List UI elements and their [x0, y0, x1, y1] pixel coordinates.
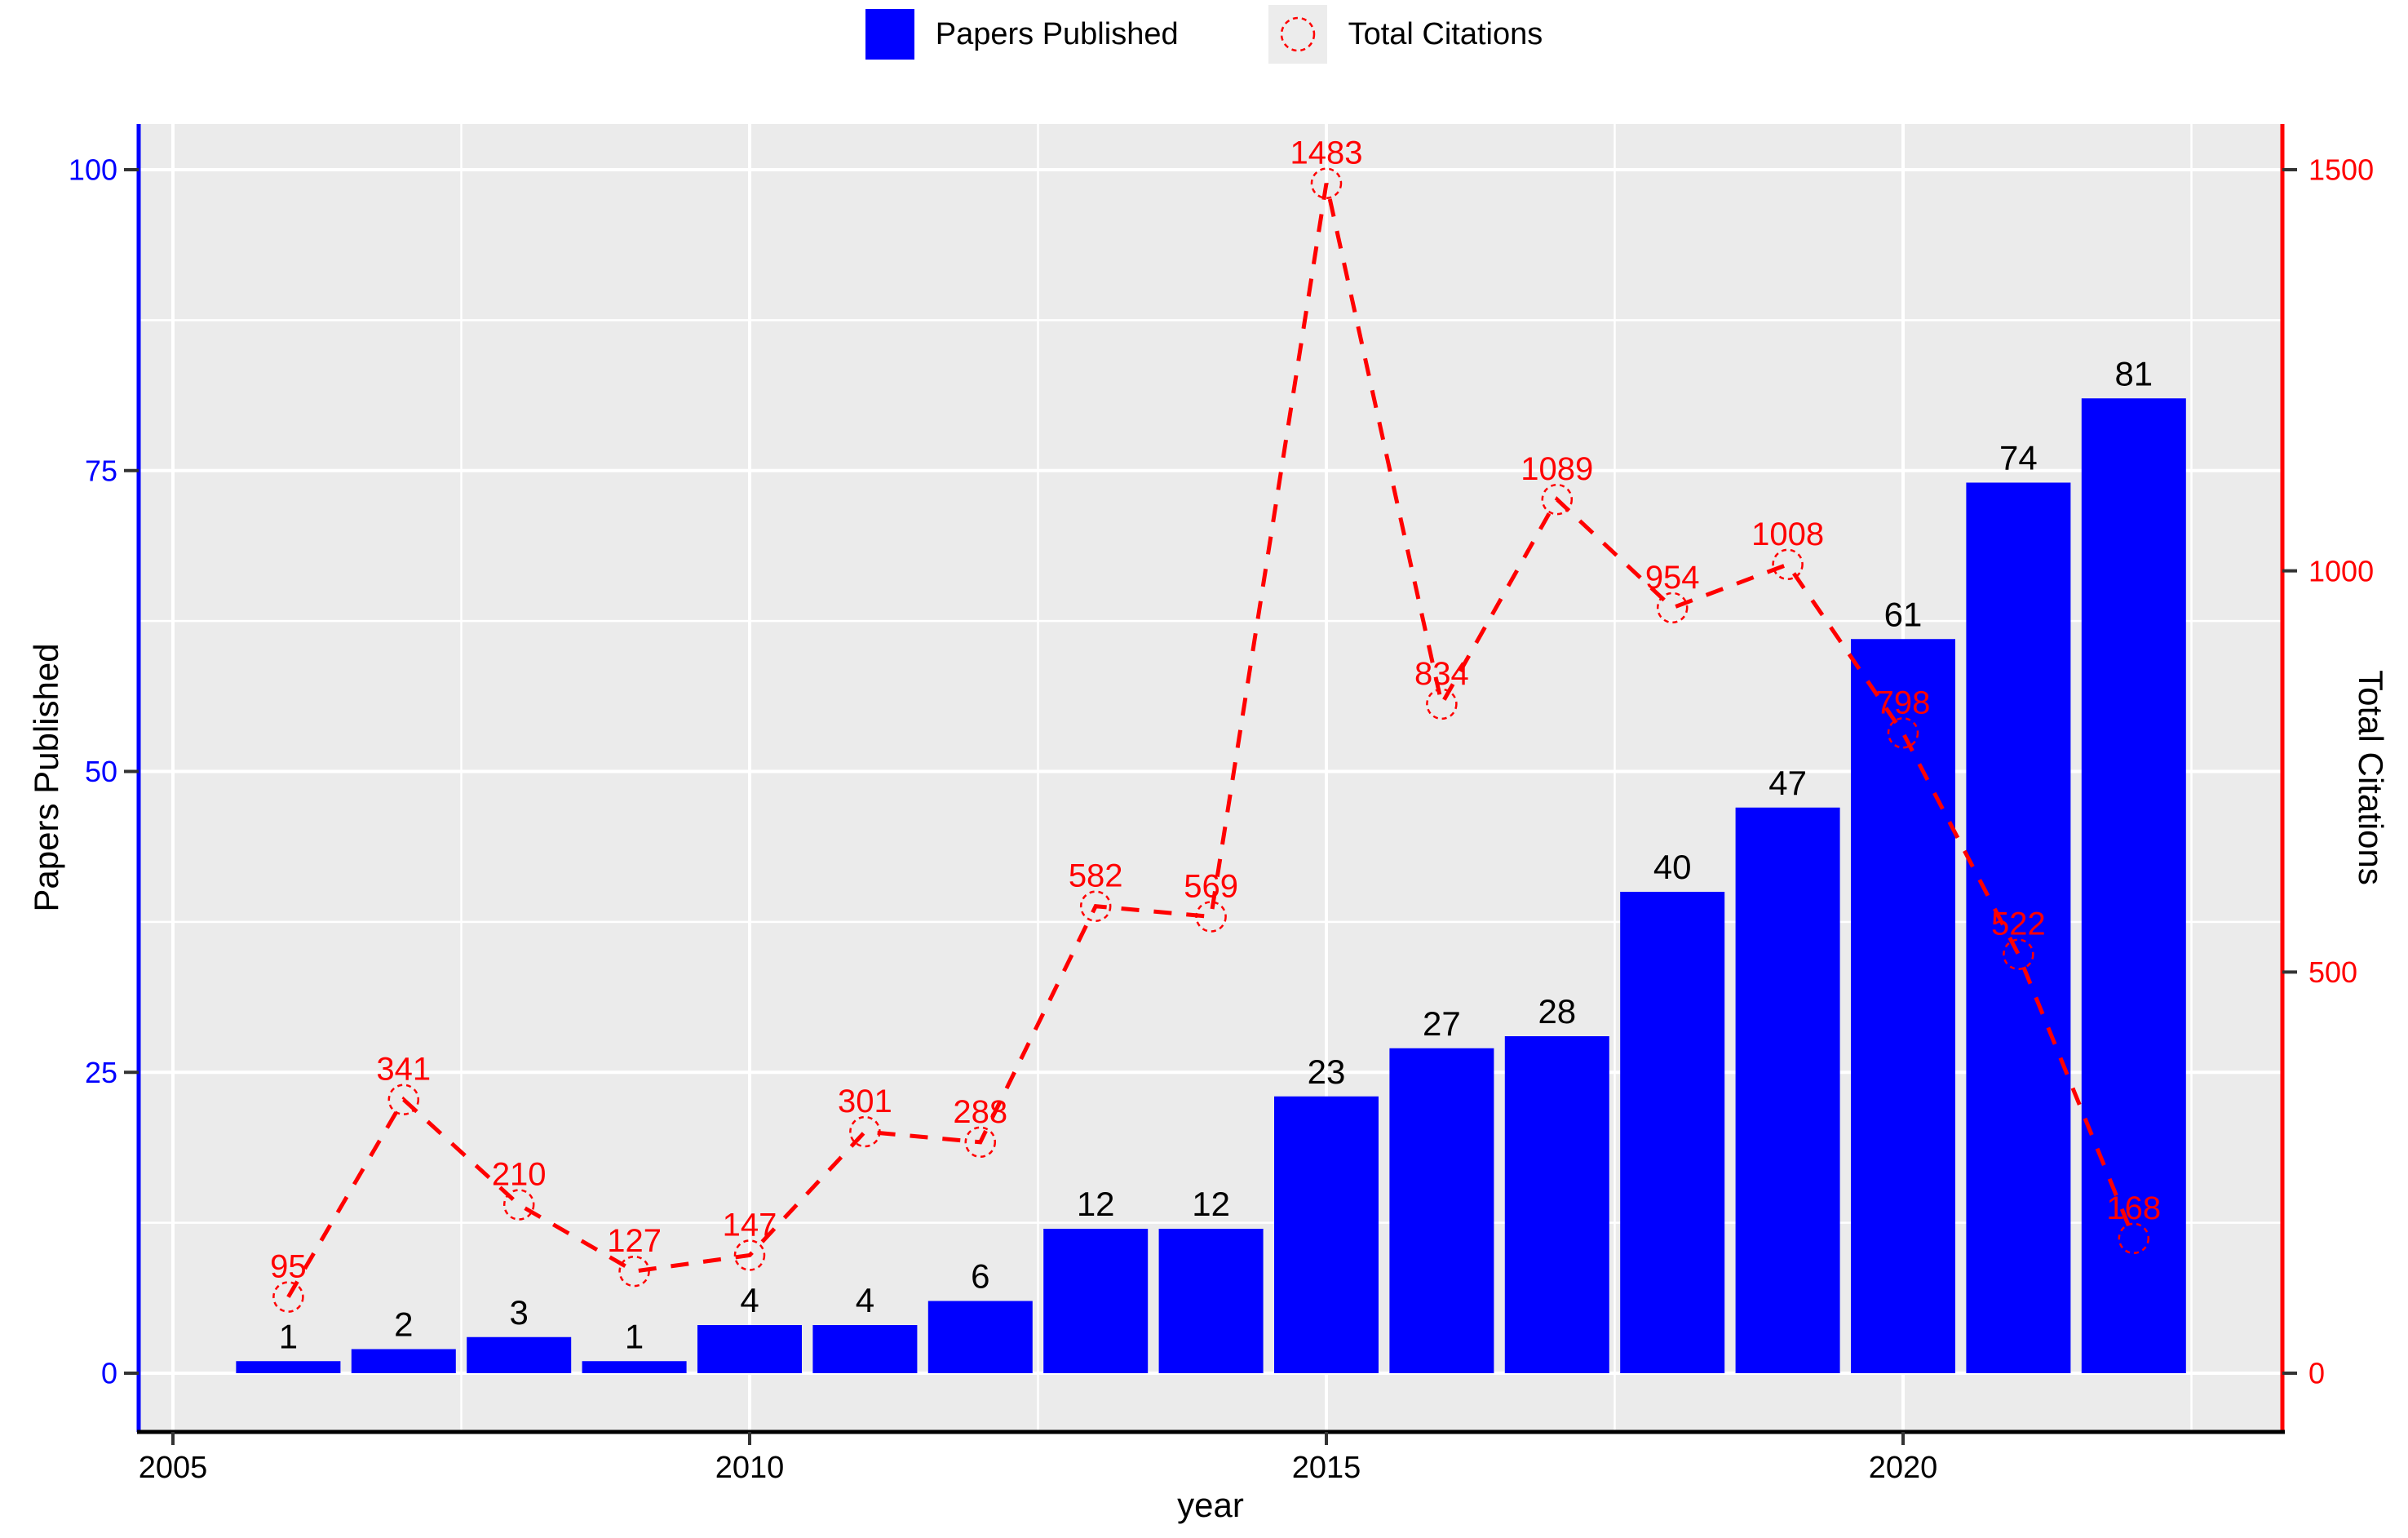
y-left-axis-title: Papers Published [27, 643, 65, 912]
citation-point-2008 [502, 1189, 535, 1221]
citation-point-2007 [387, 1084, 420, 1115]
citation-point-2011 [849, 1115, 881, 1148]
legend-citations-label: Total Citations [1348, 16, 1543, 51]
bar-label-2011: 4 [856, 1281, 874, 1319]
citation-point-2006 [272, 1281, 304, 1313]
citation-point-2009 [618, 1255, 650, 1288]
citation-label-2007: 341 [376, 1052, 431, 1088]
citation-point-2020 [1887, 717, 1919, 749]
bar-label-2020: 61 [1884, 595, 1923, 633]
bar-label-2015: 23 [1308, 1053, 1346, 1091]
bar-label-2016: 27 [1423, 1004, 1461, 1043]
x-axis-title: year [1177, 1486, 1244, 1524]
y-left-tick-label: 25 [85, 1056, 117, 1089]
bar-2022 [2081, 398, 2186, 1373]
citations-key [1268, 5, 1327, 64]
bar-label-2009: 1 [625, 1317, 644, 1355]
y-right-axis-title: Total Citations [2352, 670, 2390, 885]
citation-point-2017 [1541, 483, 1574, 516]
open-circle-icon [1280, 16, 1315, 52]
citation-label-2006: 95 [270, 1249, 307, 1285]
citation-point-2012 [964, 1126, 997, 1159]
bar-2009 [582, 1361, 687, 1373]
citation-label-2016: 834 [1414, 656, 1469, 692]
legend-item-papers: Papers Published [865, 9, 1179, 60]
bar-2017 [1504, 1036, 1609, 1373]
y-left-tick-label: 75 [85, 454, 117, 487]
bar-2018 [1620, 892, 1725, 1373]
citation-point-2010 [733, 1239, 766, 1271]
bar-2008 [467, 1336, 572, 1373]
legend-papers-label: Papers Published [935, 16, 1179, 51]
citation-label-2019: 1008 [1751, 516, 1824, 552]
y-left-tick-label: 100 [69, 153, 117, 187]
citation-point-2021 [2003, 938, 2034, 970]
bar-2013 [1043, 1229, 1149, 1373]
citation-point-2019 [1772, 548, 1804, 581]
citation-point-2018 [1656, 592, 1689, 624]
citation-label-2018: 954 [1645, 560, 1700, 596]
citation-label-2012: 288 [953, 1094, 1007, 1130]
bar-2006 [236, 1361, 341, 1373]
y-left-tick-label: 0 [101, 1357, 117, 1390]
bar-2010 [697, 1325, 802, 1373]
bar-2012 [927, 1301, 1033, 1373]
bar-label-2022: 81 [2114, 354, 2153, 392]
citation-label-2017: 1089 [1520, 451, 1593, 487]
citation-label-2020: 798 [1876, 685, 1931, 720]
citation-point-2016 [1426, 688, 1458, 720]
papers-bar-swatch-icon [865, 9, 914, 60]
bar-label-2017: 28 [1538, 992, 1576, 1031]
legend: Papers Published Total Citations [0, 5, 2408, 64]
citation-label-2015: 1483 [1290, 135, 1363, 171]
y-right-tick-label: 1000 [2308, 554, 2374, 587]
citation-point-2022 [2118, 1222, 2150, 1255]
citation-label-2010: 147 [723, 1207, 777, 1243]
citation-label-2011: 301 [838, 1084, 892, 1119]
citation-label-2009: 127 [607, 1223, 662, 1259]
bar-label-2018: 40 [1653, 848, 1692, 886]
citation-point-2015 [1310, 167, 1343, 199]
bar-label-2008: 3 [510, 1293, 529, 1332]
legend-item-citations: Total Citations [1268, 5, 1543, 64]
bar-2020 [1851, 639, 1955, 1373]
bar-label-2010: 4 [740, 1281, 759, 1319]
bar-label-2006: 1 [279, 1317, 298, 1355]
citation-label-2014: 569 [1184, 868, 1238, 904]
citation-label-2008: 210 [492, 1157, 547, 1193]
bar-2011 [812, 1325, 918, 1373]
y-right-tick-label: 500 [2308, 955, 2357, 989]
bar-label-2013: 12 [1077, 1185, 1115, 1223]
y-left-tick-label: 50 [85, 755, 117, 788]
bar-label-2014: 12 [1192, 1185, 1230, 1223]
y-right-tick-label: 0 [2308, 1357, 2325, 1390]
bar-2014 [1158, 1229, 1264, 1373]
x-tick-label: 2015 [1292, 1451, 1361, 1485]
bar-2007 [351, 1349, 456, 1373]
bar-label-2021: 74 [1999, 439, 2038, 477]
x-tick-label: 2005 [139, 1451, 208, 1485]
bar-2016 [1389, 1048, 1494, 1373]
bar-label-2007: 2 [394, 1305, 413, 1344]
x-tick-label: 2020 [1869, 1451, 1938, 1485]
citations-line [286, 183, 2136, 1298]
citation-point-2014 [1195, 901, 1227, 933]
bar-label-2012: 6 [971, 1257, 989, 1296]
bar-2021 [1966, 482, 2071, 1373]
citation-label-2022: 168 [2106, 1190, 2161, 1226]
y-right-tick-label: 1500 [2308, 153, 2374, 187]
x-tick-label: 2010 [715, 1451, 785, 1485]
bar-label-2019: 47 [1768, 764, 1807, 802]
citation-point-2013 [1079, 890, 1112, 922]
citation-label-2021: 522 [1991, 906, 2046, 942]
bar-2019 [1735, 807, 1840, 1373]
citation-label-2013: 582 [1069, 858, 1123, 894]
bar-2015 [1274, 1096, 1379, 1373]
